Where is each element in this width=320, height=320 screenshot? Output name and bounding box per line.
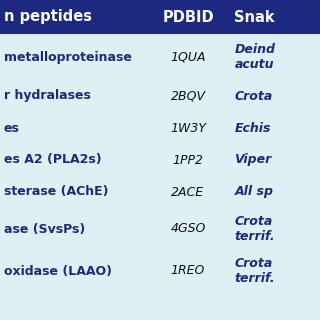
Text: PDBID: PDBID — [162, 10, 214, 25]
Text: r hydralases: r hydralases — [4, 90, 91, 102]
Text: Crota: Crota — [234, 90, 273, 102]
Text: 1PP2: 1PP2 — [172, 154, 204, 166]
Text: 2ACE: 2ACE — [172, 186, 204, 198]
Text: es: es — [4, 122, 20, 134]
Bar — [0, 80, 320, 112]
Text: Echis: Echis — [234, 122, 271, 134]
Text: sterase (AChE): sterase (AChE) — [4, 186, 108, 198]
Text: Viper: Viper — [234, 154, 272, 166]
Text: 4GSO: 4GSO — [170, 222, 206, 236]
Text: All sp: All sp — [234, 186, 273, 198]
Bar — [0, 208, 320, 250]
Bar — [0, 0, 320, 34]
Text: Deind
acutu: Deind acutu — [234, 43, 276, 71]
Text: metalloproteinase: metalloproteinase — [4, 51, 132, 63]
Text: 1QUA: 1QUA — [170, 51, 206, 63]
Bar — [0, 176, 320, 208]
Bar — [0, 112, 320, 144]
Text: 1W3Y: 1W3Y — [170, 122, 206, 134]
Text: 1REO: 1REO — [171, 265, 205, 277]
Text: 2BQV: 2BQV — [171, 90, 205, 102]
Bar — [0, 292, 320, 320]
Text: Crota
terrif.: Crota terrif. — [234, 215, 275, 243]
Text: Snak: Snak — [234, 10, 275, 25]
Text: oxidase (LAAO): oxidase (LAAO) — [4, 265, 112, 277]
Bar — [0, 34, 320, 80]
Text: n peptides: n peptides — [4, 10, 92, 25]
Bar — [0, 250, 320, 292]
Text: es A2 (PLA2s): es A2 (PLA2s) — [4, 154, 102, 166]
Text: Crota
terrif.: Crota terrif. — [234, 257, 275, 285]
Bar — [0, 144, 320, 176]
Text: ase (SvsPs): ase (SvsPs) — [4, 222, 85, 236]
